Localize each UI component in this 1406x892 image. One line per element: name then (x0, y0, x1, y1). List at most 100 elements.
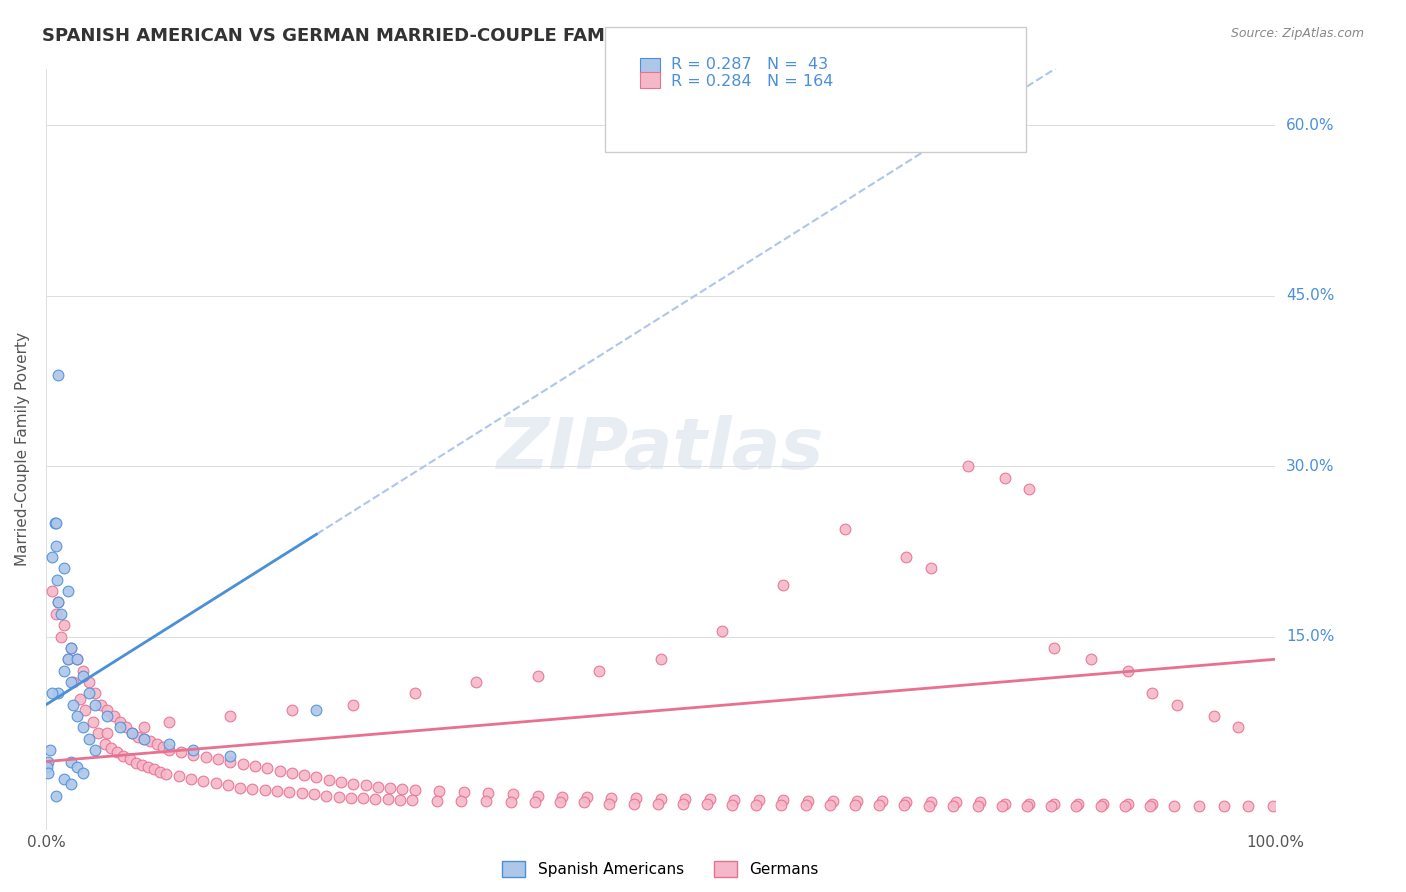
Point (134, 731, 156, 746)
Point (278, 785, 301, 799)
Point (794, 797, 817, 812)
Point (1142, 797, 1164, 811)
Point (41, 549, 63, 564)
Point (100, 740, 122, 755)
Point (548, 796, 571, 810)
Point (134, 721, 156, 735)
Point (354, 778, 377, 792)
Point (769, 797, 792, 812)
Point (44, 516, 66, 530)
Text: 45.0%: 45.0% (1286, 288, 1334, 303)
Point (575, 789, 598, 804)
Point (1202, 709, 1225, 723)
Point (77, 686, 100, 700)
Point (994, 797, 1017, 811)
Point (170, 746, 193, 760)
Point (69, 692, 91, 706)
Point (167, 769, 190, 783)
Point (266, 784, 288, 798)
Point (96, 703, 118, 717)
Point (53, 561, 76, 575)
Point (1018, 797, 1040, 811)
Point (748, 793, 770, 807)
Point (588, 664, 610, 678)
Point (818, 797, 841, 812)
Point (152, 739, 174, 754)
Text: R = 0.284   N = 164: R = 0.284 N = 164 (671, 74, 834, 89)
Point (1040, 798, 1063, 813)
Point (183, 747, 205, 762)
Point (46, 368, 69, 383)
Point (149, 764, 172, 779)
Point (920, 796, 942, 810)
Text: ZIPatlas: ZIPatlas (496, 415, 824, 483)
Point (598, 797, 620, 811)
Point (305, 703, 328, 717)
Point (956, 459, 979, 474)
Point (1163, 798, 1185, 813)
Point (180, 772, 202, 786)
Point (453, 785, 475, 799)
Point (59, 675, 82, 690)
Point (624, 790, 647, 805)
Point (302, 788, 325, 802)
Point (155, 767, 177, 781)
Point (183, 743, 205, 757)
Point (145, 738, 167, 752)
Point (49, 607, 72, 621)
Point (59, 777, 82, 791)
Point (82, 714, 104, 729)
Point (37, 765, 59, 780)
Point (834, 522, 856, 536)
Point (108, 714, 131, 729)
Point (207, 752, 229, 766)
Point (966, 798, 988, 813)
Point (1064, 798, 1087, 813)
Point (77, 731, 100, 746)
Point (896, 796, 918, 810)
Point (219, 755, 242, 769)
Point (797, 794, 820, 808)
Point (315, 789, 337, 803)
Point (77, 675, 100, 690)
Point (1116, 664, 1139, 678)
Point (115, 721, 138, 735)
Point (524, 796, 547, 810)
Point (991, 798, 1014, 813)
Point (37, 760, 59, 774)
Point (367, 780, 389, 794)
Point (139, 734, 162, 748)
Point (232, 756, 254, 771)
Point (281, 703, 304, 717)
Point (53, 618, 76, 632)
Point (969, 796, 991, 810)
Point (623, 797, 645, 811)
Point (318, 772, 340, 787)
Text: SPANISH AMERICAN VS GERMAN MARRIED-COUPLE FAMILY POVERTY CORRELATION CHART: SPANISH AMERICAN VS GERMAN MARRIED-COUPL… (42, 27, 953, 45)
Point (53, 664, 76, 678)
Point (86, 726, 108, 740)
Point (59, 755, 82, 769)
Point (404, 686, 426, 700)
Point (41, 686, 63, 700)
Point (342, 777, 364, 791)
Point (647, 797, 669, 811)
Point (256, 761, 278, 775)
Point (243, 759, 266, 773)
Point (143, 763, 166, 777)
Point (112, 748, 135, 763)
Point (696, 797, 718, 811)
Point (1212, 798, 1234, 813)
Point (46, 686, 69, 700)
Point (219, 748, 242, 763)
Point (292, 768, 315, 782)
Point (1116, 797, 1139, 811)
Point (59, 640, 82, 655)
Point (401, 793, 423, 807)
Point (75, 703, 97, 717)
Point (477, 786, 499, 800)
Point (672, 797, 695, 811)
Point (204, 776, 226, 790)
Point (465, 675, 488, 690)
Point (193, 773, 215, 788)
